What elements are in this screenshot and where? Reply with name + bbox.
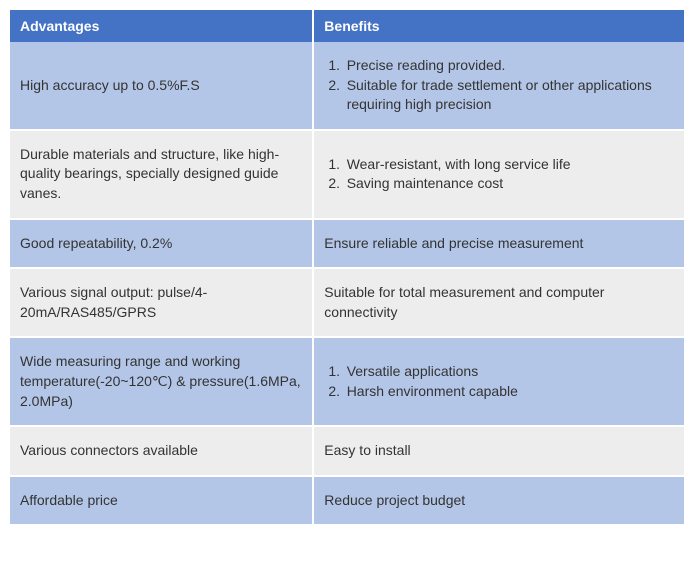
benefit-list: Wear-resistant, with long service lifeSa… xyxy=(324,155,674,194)
table-row: High accuracy up to 0.5%F.SPrecise readi… xyxy=(10,42,684,130)
table-header-row: Advantages Benefits xyxy=(10,10,684,42)
advantage-cell: High accuracy up to 0.5%F.S xyxy=(10,42,313,130)
advantage-cell: Good repeatability, 0.2% xyxy=(10,219,313,269)
benefit-list: Versatile applicationsHarsh environment … xyxy=(324,362,674,401)
benefit-list-item: Saving maintenance cost xyxy=(344,174,674,194)
benefit-list-item: Harsh environment capable xyxy=(344,382,674,402)
advantage-cell: Durable materials and structure, like hi… xyxy=(10,130,313,219)
table-row: Various connectors availableEasy to inst… xyxy=(10,426,684,476)
benefit-list: Precise reading provided.Suitable for tr… xyxy=(324,56,674,115)
benefit-cell: Easy to install xyxy=(313,426,684,476)
advantages-benefits-table: Advantages Benefits High accuracy up to … xyxy=(10,10,684,526)
benefit-cell: Ensure reliable and precise measurement xyxy=(313,219,684,269)
advantage-cell: Various signal output: pulse/4-20mA/RAS4… xyxy=(10,268,313,337)
table-body: High accuracy up to 0.5%F.SPrecise readi… xyxy=(10,42,684,525)
benefit-cell: Wear-resistant, with long service lifeSa… xyxy=(313,130,684,219)
advantage-cell: Affordable price xyxy=(10,476,313,526)
benefit-cell: Versatile applicationsHarsh environment … xyxy=(313,337,684,426)
benefit-cell: Reduce project budget xyxy=(313,476,684,526)
table-row: Affordable priceReduce project budget xyxy=(10,476,684,526)
header-advantages: Advantages xyxy=(10,10,313,42)
header-benefits: Benefits xyxy=(313,10,684,42)
benefit-list-item: Precise reading provided. xyxy=(344,56,674,76)
table-row: Good repeatability, 0.2%Ensure reliable … xyxy=(10,219,684,269)
benefit-list-item: Suitable for trade settlement or other a… xyxy=(344,76,674,115)
table-row: Various signal output: pulse/4-20mA/RAS4… xyxy=(10,268,684,337)
table-row: Wide measuring range and working tempera… xyxy=(10,337,684,426)
advantage-cell: Wide measuring range and working tempera… xyxy=(10,337,313,426)
benefit-list-item: Wear-resistant, with long service life xyxy=(344,155,674,175)
benefit-list-item: Versatile applications xyxy=(344,362,674,382)
advantage-cell: Various connectors available xyxy=(10,426,313,476)
benefit-cell: Precise reading provided.Suitable for tr… xyxy=(313,42,684,130)
table-row: Durable materials and structure, like hi… xyxy=(10,130,684,219)
benefit-cell: Suitable for total measurement and compu… xyxy=(313,268,684,337)
